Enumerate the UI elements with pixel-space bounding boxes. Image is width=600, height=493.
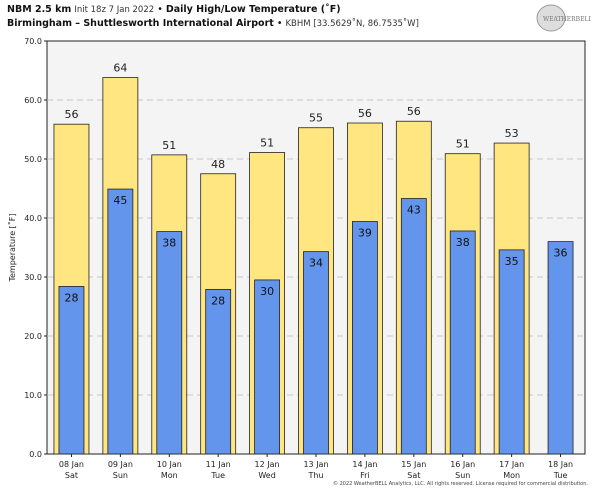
- separator: •: [157, 4, 163, 15]
- y-tick-label: 60.0: [24, 96, 42, 105]
- x-tick-label-day: Thu: [307, 471, 323, 480]
- y-tick-label: 10.0: [24, 391, 42, 400]
- low-label: 38: [456, 236, 470, 249]
- high-label: 56: [407, 105, 421, 118]
- x-tick-label-date: 08 Jan: [59, 460, 84, 469]
- low-bar: [303, 251, 329, 455]
- x-tick-label-day: Sat: [65, 471, 78, 480]
- high-label: 64: [113, 62, 127, 75]
- low-label: 39: [358, 227, 372, 240]
- x-tick-label-day: Wed: [258, 471, 275, 480]
- low-bar: [156, 231, 183, 455]
- low-bar: [107, 188, 134, 455]
- low-label: 30: [260, 285, 274, 298]
- x-tick-label-day: Tue: [553, 471, 568, 480]
- high-label: 55: [309, 112, 323, 125]
- high-label: 51: [260, 137, 274, 150]
- init-time: Init 18z 7 Jan 2022: [74, 5, 155, 15]
- x-tick-label-day: Tue: [210, 471, 225, 480]
- low-label: 34: [309, 257, 323, 270]
- station-name: Birmingham – Shuttlesworth International…: [7, 18, 274, 29]
- low-bar: [352, 221, 378, 455]
- x-tick-label-date: 09 Jan: [108, 460, 133, 469]
- low-bar: [254, 279, 280, 455]
- y-tick-label: 20.0: [24, 332, 42, 341]
- y-tick-label: 0.0: [29, 450, 42, 459]
- x-tick-label-date: 18 Jan: [548, 460, 573, 469]
- low-bar: [205, 288, 232, 455]
- low-bar: [58, 286, 85, 455]
- y-tick-label: 70.0: [24, 37, 42, 46]
- x-tick-label-day: Sun: [455, 471, 470, 480]
- low-label: 36: [554, 247, 568, 260]
- x-tick-label-date: 14 Jan: [352, 460, 377, 469]
- low-bar: [400, 198, 427, 455]
- low-label: 35: [505, 255, 519, 268]
- x-tick-label-date: 15 Jan: [401, 460, 426, 469]
- x-tick-label-day: Sun: [113, 471, 128, 480]
- high-label: 53: [505, 127, 519, 140]
- low-label: 28: [64, 291, 78, 304]
- svg-text:WEATHERBELL: WEATHERBELL: [543, 16, 591, 23]
- y-tick-label: 40.0: [24, 214, 42, 223]
- x-tick-label-day: Sat: [407, 471, 420, 480]
- low-label: 38: [162, 237, 176, 250]
- x-tick-label-date: 13 Jan: [303, 460, 328, 469]
- x-tick-label-day: Fri: [360, 471, 370, 480]
- low-bar: [498, 249, 525, 455]
- x-tick-label-date: 12 Jan: [255, 460, 280, 469]
- chart-title-line-1: NBM 2.5 km Init 18z 7 Jan 2022 • Daily H…: [7, 4, 341, 15]
- separator: •: [276, 18, 283, 29]
- low-label: 43: [407, 204, 421, 217]
- high-label: 48: [211, 158, 225, 171]
- y-axis-label: Temperature [˚F]: [7, 213, 17, 282]
- chart-title-line-2: Birmingham – Shuttlesworth International…: [7, 18, 419, 29]
- low-bar: [449, 230, 476, 455]
- low-label: 28: [211, 294, 225, 307]
- high-label: 56: [64, 108, 78, 121]
- low-label: 45: [113, 194, 127, 207]
- y-tick-label: 50.0: [24, 155, 42, 164]
- copyright: © 2022 WeatherBELL Analytics, LLC. All r…: [333, 481, 588, 487]
- y-tick-label: 30.0: [24, 273, 42, 282]
- x-tick-label-date: 16 Jan: [450, 460, 475, 469]
- x-tick-label-day: Mon: [503, 471, 520, 480]
- high-label: 51: [162, 139, 176, 152]
- model-name: NBM 2.5 km: [7, 4, 72, 15]
- high-label: 56: [358, 107, 372, 120]
- x-tick-label-date: 17 Jan: [499, 460, 524, 469]
- x-tick-label-day: Mon: [161, 471, 178, 480]
- chart-title: Daily High/Low Temperature (˚F): [165, 4, 341, 15]
- high-label: 51: [456, 138, 470, 151]
- low-bar: [547, 241, 574, 455]
- x-tick-label-date: 11 Jan: [206, 460, 231, 469]
- station-info: KBHM [33.5629˚N, 86.7535˚W]: [285, 19, 419, 29]
- x-tick-label-date: 10 Jan: [157, 460, 182, 469]
- weatherbell-logo: WEATHERBELL: [535, 3, 592, 33]
